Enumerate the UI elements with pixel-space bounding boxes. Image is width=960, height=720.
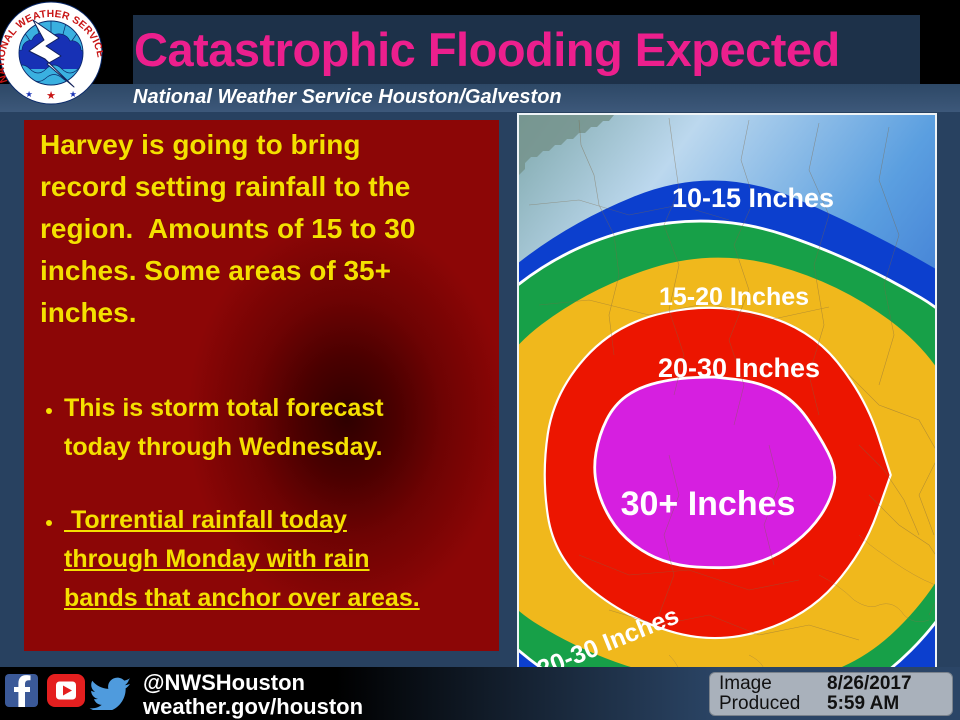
svg-text:★: ★ bbox=[25, 89, 33, 99]
svg-text:★: ★ bbox=[69, 89, 77, 99]
svg-text:★: ★ bbox=[46, 90, 56, 102]
svg-text:20-30 Inches: 20-30 Inches bbox=[658, 353, 820, 383]
svg-text:10-15 Inches: 10-15 Inches bbox=[672, 183, 834, 213]
svg-text:15-20 Inches: 15-20 Inches bbox=[659, 283, 809, 311]
svg-text:30+ Inches: 30+ Inches bbox=[621, 485, 796, 523]
